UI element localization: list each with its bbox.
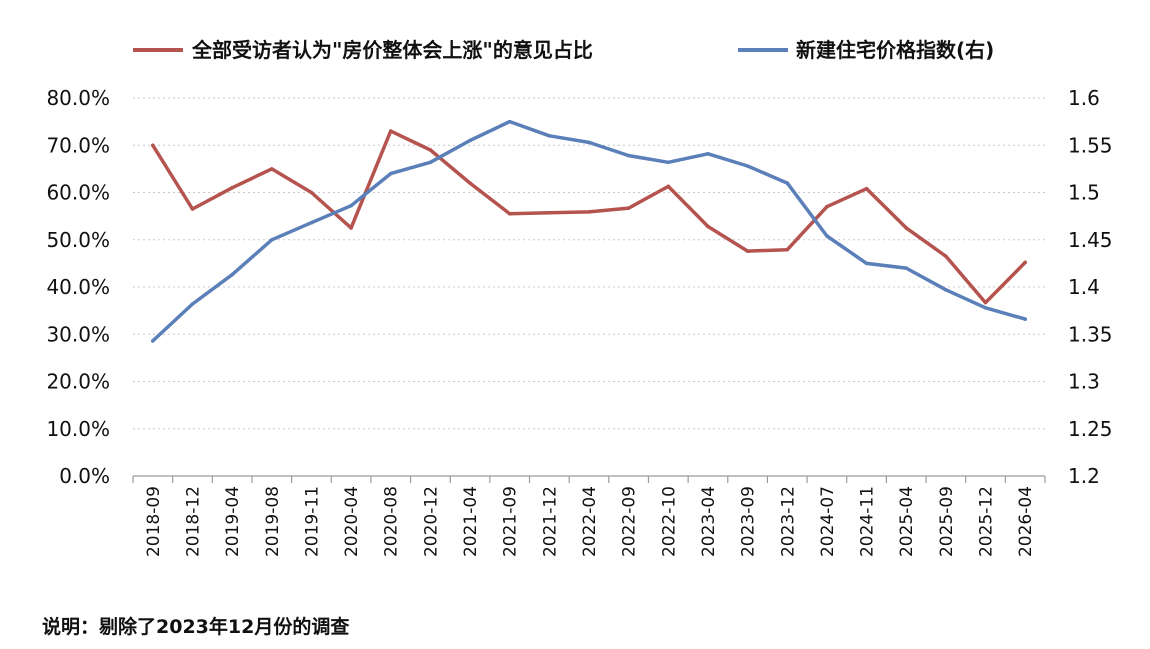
series-0-point <box>428 148 433 152</box>
series-0-point <box>745 249 750 253</box>
series-1-point <box>587 140 591 145</box>
x-tick-label: 2023-09 <box>739 486 759 557</box>
series-0-point <box>785 247 790 252</box>
left-tick-label: 0.0% <box>59 464 110 488</box>
series-0-point <box>349 226 353 230</box>
series-1-point <box>547 134 552 138</box>
series-1-point <box>309 220 314 225</box>
x-tick-label: 2024-07 <box>818 486 838 557</box>
series-0-point <box>983 300 988 305</box>
series-0-point <box>626 206 631 210</box>
x-axis: 2018-09 2018-12 2019-04 2019-08 2019-11 2020-… <box>132 475 1046 557</box>
series-0-point <box>587 210 591 214</box>
series-1-point <box>230 272 234 277</box>
series-0-point <box>706 224 710 229</box>
right-tick-label: 1.3 <box>1068 370 1100 394</box>
series-0-point <box>309 190 314 195</box>
right-tick-label: 1.2 <box>1068 464 1100 488</box>
right-tick-label: 1.6 <box>1068 86 1100 110</box>
x-tick-label: 2025-12 <box>977 486 997 557</box>
series-0-point <box>269 167 274 171</box>
x-tick-label: 2022-10 <box>659 486 679 557</box>
series-1-point <box>507 119 512 124</box>
series-1-point <box>151 339 155 343</box>
series-line-0 <box>151 129 1027 305</box>
series-0-point <box>864 186 869 191</box>
series-0-point <box>190 207 195 211</box>
right-tick-label: 1.4 <box>1068 275 1100 299</box>
series-1-point <box>825 234 829 238</box>
series-1-point <box>745 164 750 168</box>
series <box>151 119 1027 343</box>
series-0-point <box>151 143 155 148</box>
x-tick-label: 2019-04 <box>223 486 243 557</box>
series-1-point <box>666 160 671 165</box>
series-line-1 <box>151 119 1027 343</box>
series-1-point <box>785 181 790 185</box>
series-1-point <box>944 288 948 292</box>
left-tick-label: 80.0% <box>46 86 110 110</box>
x-tick-label: 2018-12 <box>183 486 203 557</box>
series-0-point <box>507 211 512 216</box>
left-axis: 0.0% 10.0% 20.0% 30.0% 40.0% 50.0% 60.0% 70.0% 8… <box>46 86 110 488</box>
left-tick-label: 70.0% <box>46 133 110 157</box>
x-tick-label: 2022-09 <box>620 486 640 557</box>
footnote: 说明：剔除了2023年12月份的调查 <box>42 616 350 638</box>
series-1-point <box>626 153 631 158</box>
series-0-point <box>547 211 552 215</box>
right-tick-label: 1.35 <box>1068 322 1113 346</box>
left-tick-label: 10.0% <box>46 417 110 441</box>
right-axis: 1.2 1.25 1.3 1.35 1.4 1.45 1.5 1.55 1.6 <box>1068 86 1113 488</box>
series-0-point <box>666 184 671 189</box>
x-tick-label: 2022-04 <box>580 486 600 557</box>
series-0-point <box>468 181 472 185</box>
right-tick-label: 1.25 <box>1068 417 1113 441</box>
left-tick-label: 20.0% <box>46 370 110 394</box>
gridlines <box>133 97 1045 430</box>
left-tick-label: 60.0% <box>46 181 110 205</box>
x-tick-label: 2026-04 <box>1016 486 1036 557</box>
legend: 全部受访者认为"房价整体会上涨"的意见占比 新建住宅价格指数(右) <box>133 38 994 62</box>
x-tick-label: 2019-11 <box>302 486 322 557</box>
left-tick-label: 30.0% <box>46 322 110 346</box>
x-tick-label: 2020-04 <box>342 486 362 557</box>
series-1-point <box>904 266 909 270</box>
series-1-point <box>269 237 274 242</box>
series-1-point <box>1023 317 1027 321</box>
x-tick-label: 2018-09 <box>144 486 164 557</box>
x-tick-label: 2023-12 <box>778 486 798 557</box>
x-tick-label: 2025-04 <box>897 486 917 557</box>
series-1-point <box>349 203 353 208</box>
series-1-point <box>468 138 472 143</box>
legend-label-0: 全部受访者认为"房价整体会上涨"的意见占比 <box>191 38 593 62</box>
series-0-point <box>944 254 948 259</box>
left-tick-label: 50.0% <box>46 228 110 252</box>
series-0-point <box>1023 260 1027 265</box>
x-tick-label: 2024-11 <box>858 486 878 557</box>
series-1-point <box>864 261 869 266</box>
series-0-point <box>904 226 909 230</box>
series-0-point <box>230 185 234 190</box>
series-1-point <box>428 160 433 165</box>
x-tick-label: 2019-08 <box>263 486 283 557</box>
x-tick-label: 2021-04 <box>461 486 481 557</box>
x-tick-label: 2020-08 <box>382 486 402 557</box>
right-tick-label: 1.5 <box>1068 181 1100 205</box>
series-1-point <box>388 171 393 176</box>
series-1-point <box>983 305 988 310</box>
line-chart: 0.0% 10.0% 20.0% 30.0% 40.0% 50.0% 60.0% 70.0% 8… <box>46 38 1113 557</box>
x-tick-label: 2023-04 <box>699 486 719 557</box>
x-tick-label: 2021-12 <box>540 486 560 557</box>
series-0-point <box>825 204 829 209</box>
x-tick-label: 2021-09 <box>501 486 521 557</box>
series-0-point <box>388 129 393 133</box>
right-tick-label: 1.55 <box>1068 133 1113 157</box>
x-tick-label: 2025-09 <box>937 486 957 557</box>
series-1-point <box>706 151 710 156</box>
legend-label-1: 新建住宅价格指数(右) <box>796 38 994 62</box>
x-tick-label: 2020-12 <box>421 486 441 557</box>
right-tick-label: 1.45 <box>1068 228 1113 252</box>
series-1-point <box>190 302 195 306</box>
left-tick-label: 40.0% <box>46 275 110 299</box>
